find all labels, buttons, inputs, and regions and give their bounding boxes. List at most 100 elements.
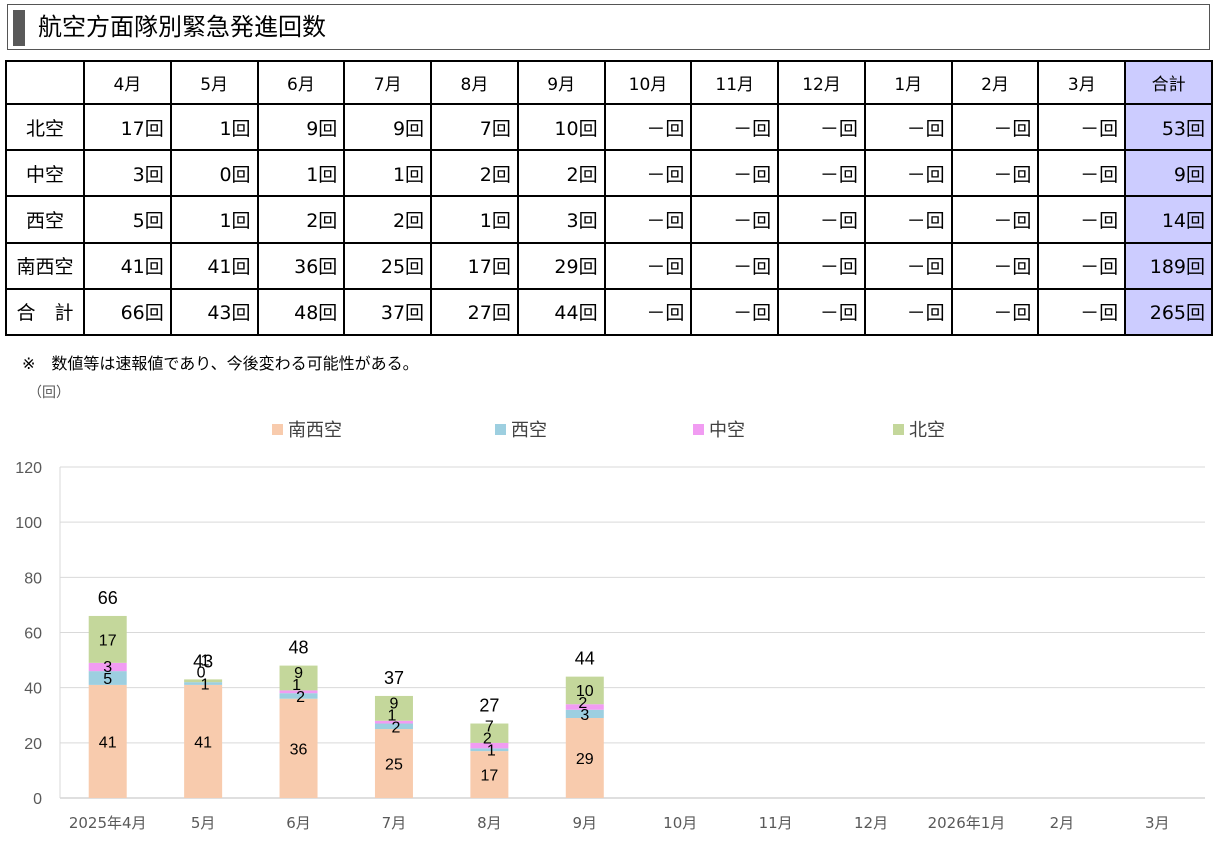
table-cell: 2回: [256, 195, 346, 244]
footnote: ※ 数値等は速報値であり、今後変わる可能性がある。: [22, 354, 419, 373]
bar-segment: [470, 748, 509, 752]
legend-label: 南西空: [288, 420, 342, 441]
bar-segment: [88, 615, 127, 663]
table-row: 合 計 66回 43回 48回 37回 27回 44回 －回 －回 －回 －回 －回 －回 265回: [5, 287, 1213, 337]
table-cell: －回: [950, 149, 1040, 198]
row-label: 合 計: [5, 287, 85, 337]
x-tick-label: 12月: [854, 814, 888, 832]
table-cell: 66回: [83, 287, 172, 337]
table-cell: －回: [863, 102, 953, 152]
table-cell: 48回: [256, 287, 346, 337]
legend-label: 中空: [709, 420, 745, 441]
bar-value-label: 36: [290, 741, 308, 758]
bar-value-label: 7: [485, 719, 494, 736]
table-cell: －回: [777, 149, 866, 198]
bar-segment: [374, 720, 413, 724]
table-header-cell: [5, 60, 85, 105]
table-cell: 29回: [516, 241, 606, 290]
table-cell: －回: [1037, 102, 1127, 152]
bar-segment: [470, 751, 509, 798]
bar-value-label: 17: [99, 632, 117, 649]
bar-value-label: 2: [483, 731, 492, 748]
table-cell: －回: [603, 195, 693, 244]
table-cell: －回: [950, 102, 1040, 152]
table-cell: 43回: [169, 287, 259, 337]
legend-label: 西空: [511, 420, 547, 441]
table-header-cell: 2月: [950, 60, 1040, 105]
table-cell: －回: [1037, 149, 1127, 198]
bar-value-label: 0: [197, 665, 206, 682]
table-cell: －回: [777, 241, 866, 290]
table-cell: 3回: [83, 149, 172, 198]
table-cell: 2回: [430, 149, 519, 198]
bar-value-label: 2: [578, 695, 587, 712]
bar-value-label: 1: [388, 707, 397, 724]
bar-segment: [279, 690, 318, 694]
table-cell: 37回: [343, 287, 433, 337]
table-header-cell: 5月: [169, 60, 259, 105]
x-tick-label: 6月: [286, 814, 311, 832]
y-tick-label: 100: [15, 515, 42, 532]
bar-value-label: 3: [103, 659, 112, 676]
x-tick-label: 11月: [759, 814, 793, 832]
table-cell: 27回: [430, 287, 519, 337]
table-cell: －回: [863, 241, 953, 290]
table-cell: －回: [603, 102, 693, 152]
bar-total-label: 48: [289, 638, 309, 658]
table-cell: －回: [777, 195, 866, 244]
table-header-row: 4月 5月 6月 7月 8月 9月 10月 11月 12月 1月 2月 3月 合計: [5, 60, 1213, 105]
table-cell: －回: [863, 195, 953, 244]
table-cell: －回: [690, 195, 780, 244]
bar-value-label: 10: [576, 683, 594, 700]
table-cell: －回: [603, 287, 693, 337]
table-cell: －回: [603, 241, 693, 290]
bar-segment: [470, 742, 509, 749]
legend-label: 北空: [909, 420, 945, 441]
y-tick-label: 40: [24, 681, 42, 698]
legend-swatch: [272, 424, 283, 435]
table-cell: 1回: [256, 149, 346, 198]
x-tick-label: 8月: [477, 814, 502, 832]
unit-label: （回）: [28, 385, 70, 401]
page-title: 航空方面隊別緊急発進回数: [38, 13, 326, 41]
table-cell: 36回: [256, 241, 346, 290]
table-cell: －回: [863, 149, 953, 198]
table-header-cell: 8月: [430, 60, 519, 105]
bar-segment: [374, 729, 413, 798]
title-box: 航空方面隊別緊急発進回数: [7, 4, 1210, 50]
row-label: 西空: [5, 195, 85, 244]
table-header-cell: 1月: [863, 60, 953, 105]
row-label: 中空: [5, 149, 85, 198]
bar-total-label: 37: [384, 668, 404, 688]
bar-value-label: 1: [201, 677, 210, 694]
table-row: 南西空 41回 41回 36回 25回 17回 29回 －回 －回 －回 －回 －回 －回 189回: [5, 241, 1213, 290]
bar-value-label: 5: [103, 671, 112, 688]
x-tick-label: 7月: [382, 814, 407, 832]
bar-segment: [184, 679, 223, 683]
y-tick-label: 60: [24, 626, 42, 643]
bar-segment: [184, 682, 223, 685]
table-cell: －回: [690, 241, 780, 290]
title-accent-bar: [13, 10, 25, 46]
table-header-cell: 6月: [256, 60, 346, 105]
bar-segment: [470, 723, 509, 743]
table-header-cell: 9月: [516, 60, 606, 105]
y-tick-label: 20: [24, 736, 42, 753]
table-cell: 1回: [430, 195, 519, 244]
table-cell: －回: [950, 241, 1040, 290]
table-cell: 25回: [343, 241, 433, 290]
bar-total-label: 27: [479, 696, 499, 716]
bar-segment: [279, 665, 318, 691]
table-cell: －回: [950, 287, 1040, 337]
scramble-table: 4月 5月 6月 7月 8月 9月 10月 11月 12月 1月 2月 3月 合計 北空 17回 1回 9回 9…: [5, 60, 1213, 337]
table-cell: 44回: [516, 287, 606, 337]
legend-swatch: [495, 424, 506, 435]
table-cell: －回: [777, 287, 866, 337]
bar-value-label: 1: [201, 653, 210, 670]
bar-segment: [88, 662, 127, 672]
x-tick-label: 2月: [1050, 814, 1075, 832]
table-cell: －回: [950, 195, 1040, 244]
bar-segment: [565, 709, 604, 719]
x-tick-label: 5月: [191, 814, 216, 832]
